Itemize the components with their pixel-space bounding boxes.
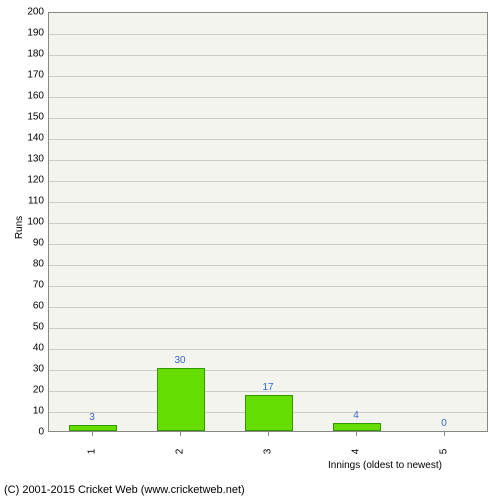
y-tick-label: 160	[27, 91, 44, 102]
y-tick-label: 150	[27, 112, 44, 123]
grid-line	[49, 76, 487, 77]
bar	[157, 368, 205, 431]
bar-value-label: 30	[174, 355, 185, 366]
y-axis-label: Runs	[14, 216, 25, 239]
y-tick-label: 0	[38, 427, 44, 438]
y-tick-label: 30	[33, 364, 44, 375]
grid-line	[49, 244, 487, 245]
bar-value-label: 17	[262, 382, 273, 393]
y-tick-label: 180	[27, 49, 44, 60]
plot-area	[48, 12, 488, 432]
y-tick-label: 80	[33, 259, 44, 270]
bar-value-label: 4	[353, 410, 359, 421]
y-tick-label: 50	[33, 322, 44, 333]
y-tick-label: 200	[27, 7, 44, 18]
y-tick-label: 190	[27, 28, 44, 39]
grid-line	[49, 349, 487, 350]
bar	[69, 425, 117, 431]
y-tick-label: 60	[33, 301, 44, 312]
x-axis-label: Innings (oldest to newest)	[328, 460, 442, 471]
x-tick-label: 5	[439, 447, 450, 457]
grid-line	[49, 118, 487, 119]
grid-line	[49, 181, 487, 182]
x-tick-mark	[356, 432, 357, 436]
y-tick-label: 70	[33, 280, 44, 291]
x-tick-label: 3	[263, 447, 274, 457]
y-tick-label: 110	[28, 196, 44, 207]
grid-line	[49, 55, 487, 56]
grid-line	[49, 97, 487, 98]
x-tick-mark	[444, 432, 445, 436]
grid-line	[49, 286, 487, 287]
grid-line	[49, 160, 487, 161]
bar	[245, 395, 293, 431]
y-tick-label: 90	[33, 238, 44, 249]
x-tick-mark	[180, 432, 181, 436]
grid-line	[49, 34, 487, 35]
x-tick-label: 4	[351, 447, 362, 457]
grid-line	[49, 223, 487, 224]
y-tick-label: 20	[33, 385, 44, 396]
bar-value-label: 0	[441, 418, 447, 429]
grid-line	[49, 328, 487, 329]
y-tick-label: 170	[27, 70, 44, 81]
y-tick-label: 40	[33, 343, 44, 354]
y-tick-label: 140	[27, 133, 44, 144]
runs-bar-chart: Runs Innings (oldest to newest) 01020304…	[0, 0, 500, 500]
x-tick-mark	[268, 432, 269, 436]
y-tick-label: 120	[27, 175, 44, 186]
x-tick-label: 1	[87, 447, 98, 457]
y-tick-label: 100	[27, 217, 44, 228]
grid-line	[49, 370, 487, 371]
y-tick-label: 130	[27, 154, 44, 165]
copyright-text: (C) 2001-2015 Cricket Web (www.cricketwe…	[4, 484, 245, 496]
bar	[333, 423, 381, 431]
y-tick-label: 10	[33, 406, 44, 417]
bar-value-label: 3	[89, 412, 95, 423]
grid-line	[49, 265, 487, 266]
x-tick-label: 2	[175, 447, 186, 457]
grid-line	[49, 307, 487, 308]
grid-line	[49, 202, 487, 203]
grid-line	[49, 139, 487, 140]
x-tick-mark	[92, 432, 93, 436]
